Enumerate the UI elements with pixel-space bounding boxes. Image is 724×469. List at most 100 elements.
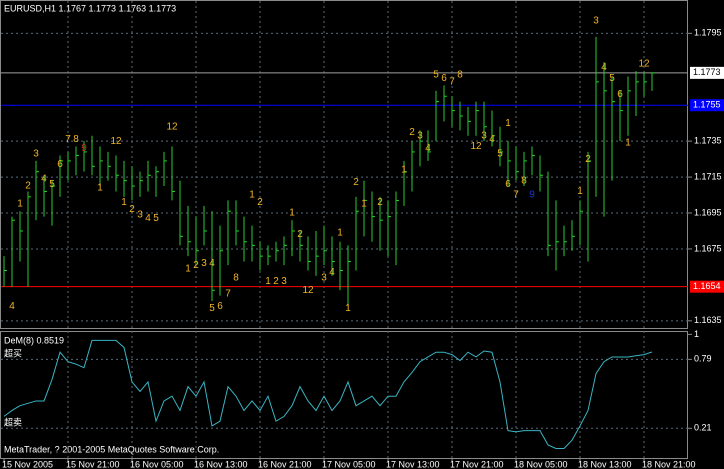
count-label: 5 — [209, 303, 215, 314]
count-label: 8 — [457, 69, 463, 80]
count-label: 3 — [481, 130, 487, 141]
count-label: 7 — [449, 76, 455, 87]
x-tick-label: 18 Nov 21:00 — [642, 459, 696, 469]
count-label: 2 — [409, 127, 415, 138]
count-label: 5 — [497, 148, 503, 159]
y-tick-label: 0.21 — [694, 423, 712, 433]
y-tick-label: 1.1735 — [694, 136, 722, 146]
count-label: 2 — [585, 154, 591, 165]
y-tick-label: 1.1675 — [694, 243, 722, 253]
count-label: 8 — [521, 175, 527, 186]
count-label: 5 — [153, 213, 159, 224]
indicator-pane — [0, 331, 688, 459]
count-label: 1 — [249, 190, 255, 201]
count-label: 1 — [505, 118, 511, 129]
price-pane — [0, 0, 688, 329]
count-label: 4 — [9, 301, 15, 312]
count-label: 4 — [145, 213, 151, 224]
count-label: 1 — [265, 276, 271, 287]
count-label: 6 — [617, 89, 623, 100]
count-label: 7 — [65, 134, 71, 145]
count-label: 1 — [577, 186, 583, 197]
count-label: 1 — [337, 227, 343, 238]
count-label: 1 — [121, 197, 127, 208]
y-tick-label: 1.1695 — [694, 207, 722, 217]
copyright: MetaTrader, ? 2001-2005 MetaQuotes Softw… — [4, 444, 219, 454]
count-label: 1 — [345, 303, 351, 314]
y-tick-label: 1.1635 — [694, 315, 722, 325]
chart-title: EURUSD,H1 1.1767 1.1773 1.1763 1.1773 — [4, 3, 176, 13]
count-label: 12 — [302, 285, 314, 296]
x-tick-label: 17 Nov 21:00 — [450, 459, 504, 469]
x-tick-label: 18 Nov 05:00 — [514, 459, 568, 469]
count-label: 2 — [297, 229, 303, 240]
count-label: 4 — [209, 258, 215, 269]
count-label: 3 — [33, 148, 39, 159]
count-label: 5 — [433, 69, 439, 80]
x-tick-label: 15 Nov 2005 — [2, 459, 53, 469]
count-label: 1 — [185, 263, 191, 274]
y-tick-label: 1 — [694, 329, 699, 339]
count-label: 2 — [273, 276, 279, 287]
count-label: 2 — [353, 177, 359, 188]
count-label: 4 — [489, 134, 495, 145]
count-label: 1 — [97, 182, 103, 193]
count-label: 1 — [625, 138, 631, 149]
count-label: 3 — [201, 258, 207, 269]
count-label: 12 — [110, 136, 122, 147]
price-box — [690, 99, 724, 112]
count-label: 3 — [593, 15, 599, 26]
count-label: 3 — [417, 130, 423, 141]
price-box — [690, 66, 724, 79]
count-label: 2 — [25, 181, 31, 192]
count-label: 4 — [41, 174, 47, 185]
x-tick-label: 17 Nov 05:00 — [322, 459, 376, 469]
price-box — [690, 280, 724, 293]
count-label: 2 — [377, 197, 383, 208]
count-label: 8 — [233, 272, 239, 283]
count-label: 8 — [73, 134, 79, 145]
x-tick-label: 18 Nov 13:00 — [578, 459, 632, 469]
y-tick-label: 1.1715 — [694, 171, 722, 181]
x-tick-label: 16 Nov 21:00 — [258, 459, 312, 469]
x-tick-label: 15 Nov 21:00 — [66, 459, 120, 469]
indicator-line — [3, 339, 653, 449]
count-label: 2 — [129, 204, 135, 215]
count-label: 2 — [257, 197, 263, 208]
count-label: 6 — [57, 159, 63, 170]
count-label: 5 — [49, 179, 55, 190]
count-label: 9 — [529, 190, 535, 201]
level-label: 超卖 — [4, 417, 22, 428]
x-tick-label: 16 Nov 05:00 — [130, 459, 184, 469]
count-label: 12 — [470, 141, 482, 152]
count-label: 1 — [401, 165, 407, 176]
indicator-title: DeM(8) 0.8519 — [4, 335, 64, 345]
count-label: 2 — [193, 260, 199, 271]
count-label: 7 — [225, 289, 231, 300]
count-label: 4 — [601, 62, 607, 73]
level-label: 超买 — [4, 348, 22, 359]
count-label: 5 — [609, 73, 615, 84]
count-label: 3 — [137, 209, 143, 220]
count-label: 12 — [166, 121, 178, 132]
count-label: 6 — [441, 73, 447, 84]
count-label: 4 — [329, 267, 335, 278]
count-label: 12 — [638, 59, 650, 70]
price-box-label: 1.1773 — [693, 67, 721, 77]
price-box-label: 1.1755 — [693, 100, 721, 110]
count-label: 4 — [425, 143, 431, 154]
y-tick-label: 1.1795 — [694, 28, 722, 38]
count-label: 1 — [17, 199, 23, 210]
count-label: 6 — [505, 179, 511, 190]
x-tick-label: 16 Nov 13:00 — [194, 459, 248, 469]
x-tick-label: 17 Nov 13:00 — [386, 459, 440, 469]
count-label: 1 — [289, 208, 295, 219]
count-label: 6 — [217, 301, 223, 312]
count-label: 3 — [321, 272, 327, 283]
y-tick-label: 0.79 — [694, 354, 712, 364]
price-box-label: 1.1654 — [693, 281, 721, 291]
count-label: 9 — [81, 143, 87, 154]
count-label: 3 — [281, 276, 287, 287]
count-label: 1 — [361, 199, 367, 210]
